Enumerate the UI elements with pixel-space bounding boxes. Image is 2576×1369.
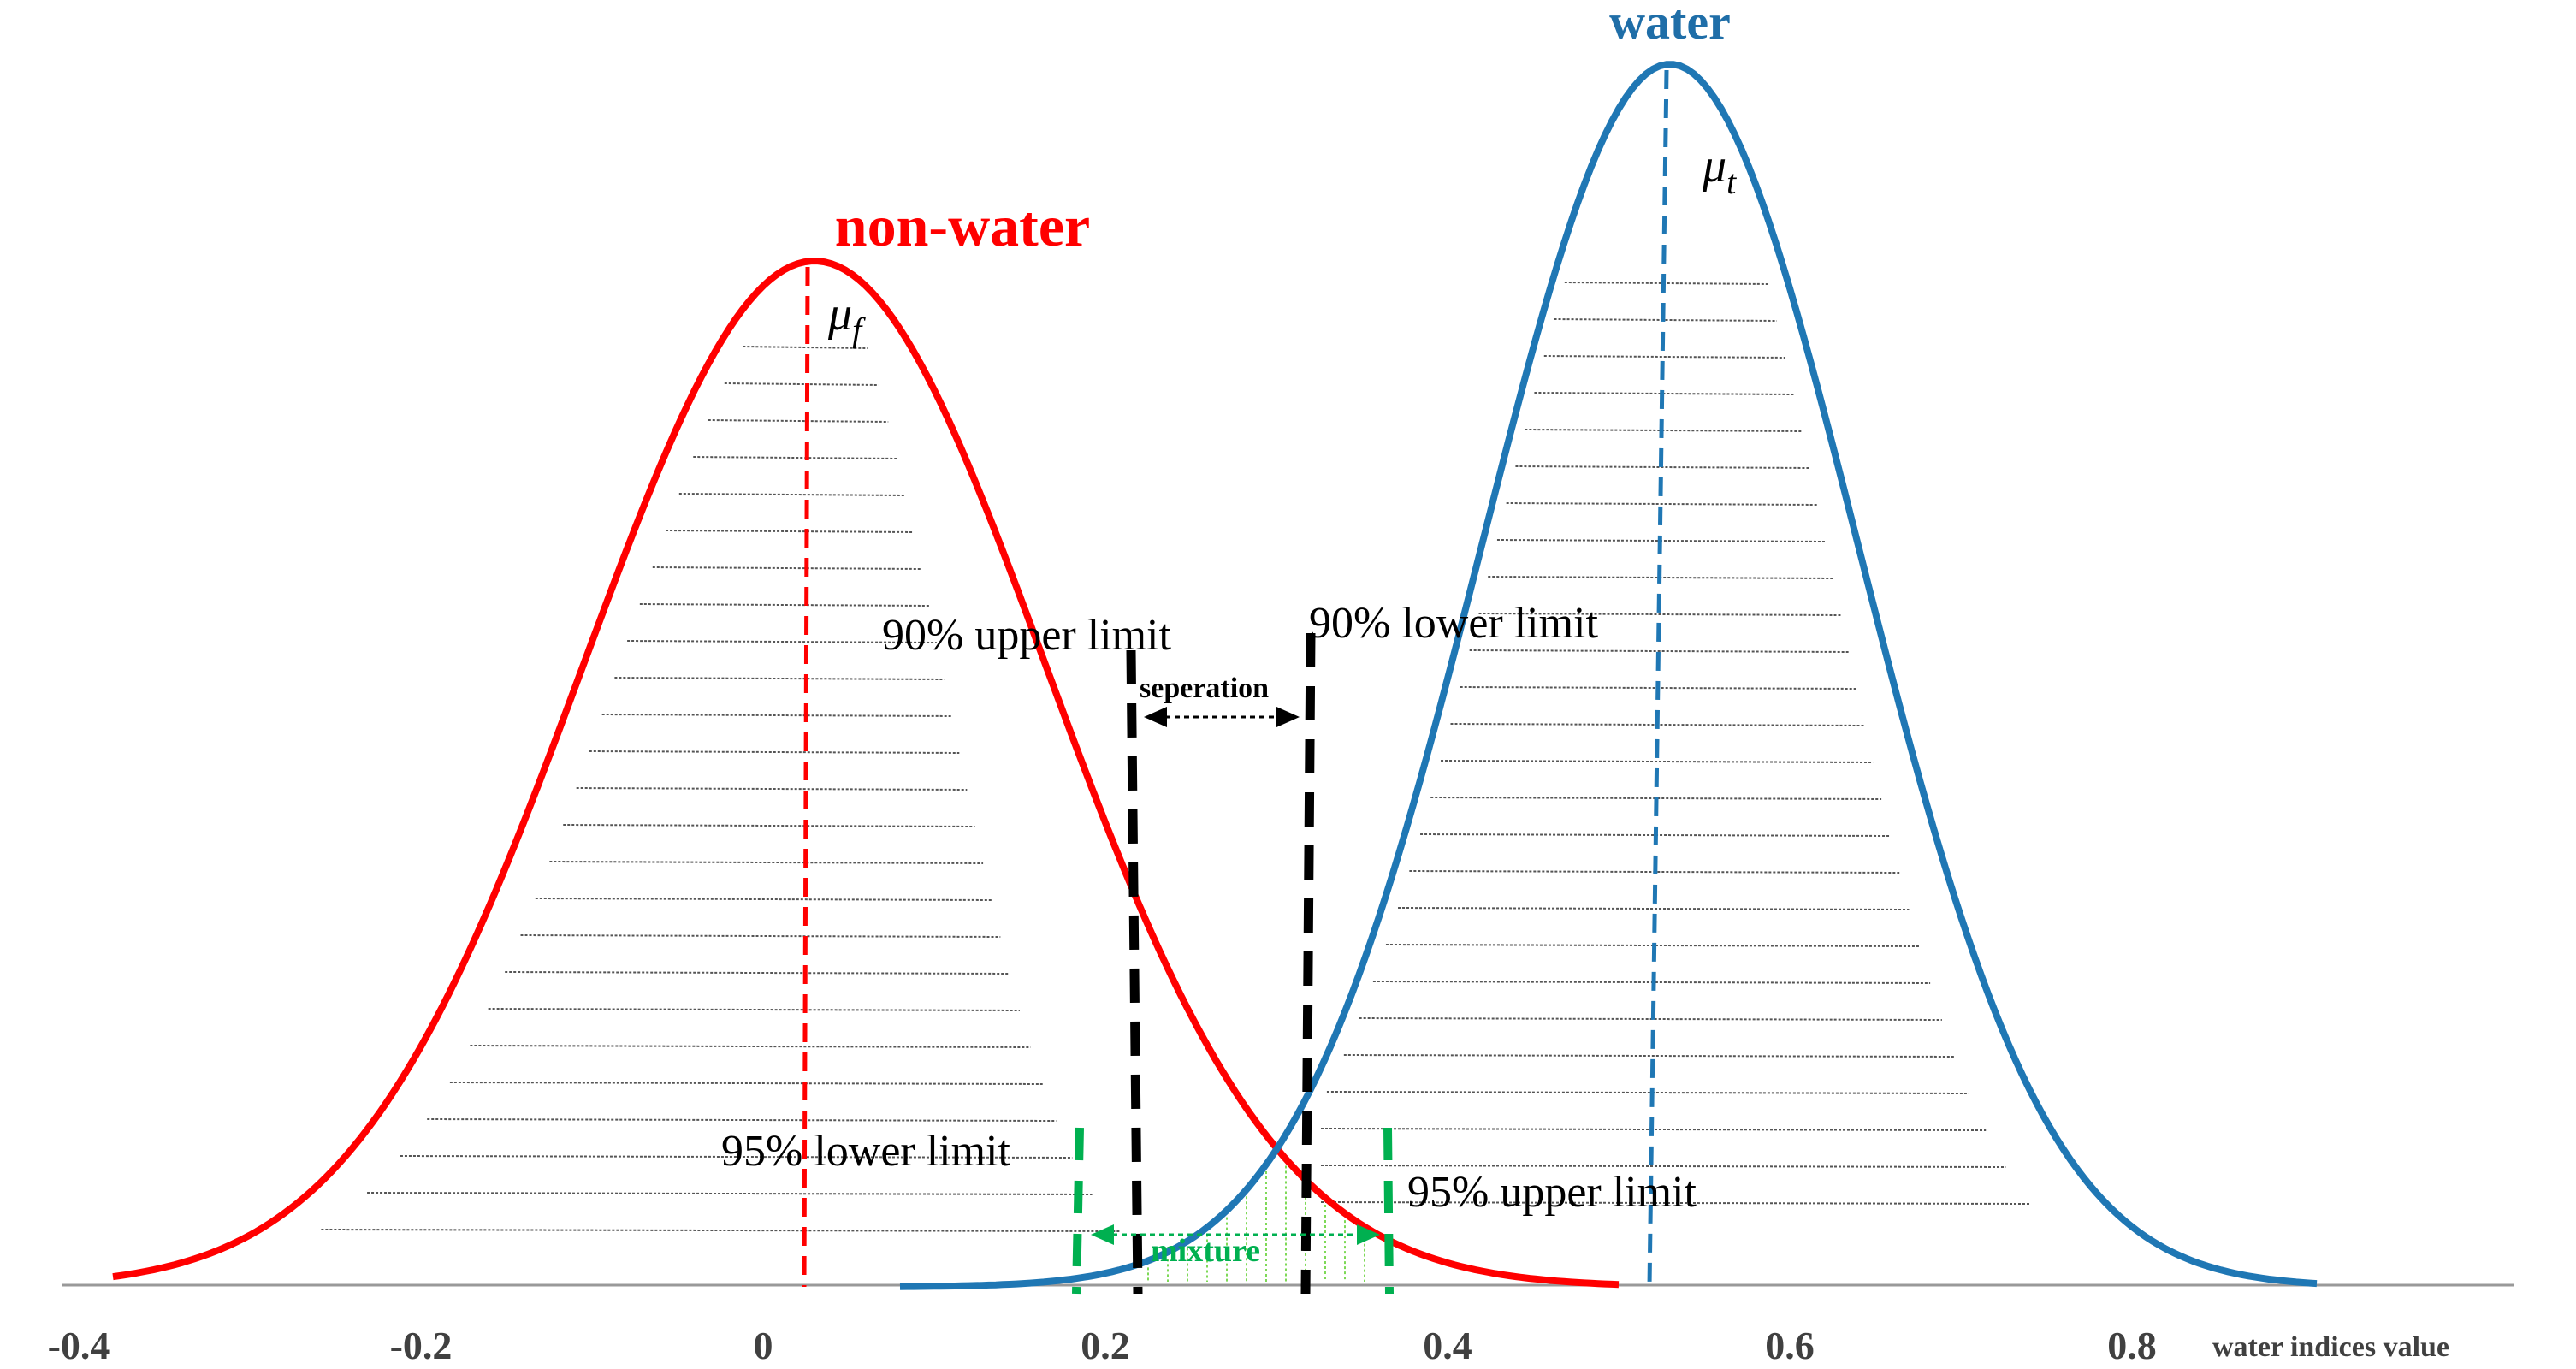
hatch-line: [724, 382, 879, 386]
lower-90-label: 90% lower limit: [1309, 599, 1599, 648]
hatch-line: [520, 934, 1001, 938]
hatch-line: [1326, 1091, 1969, 1094]
hatch-line: [1359, 1017, 1942, 1021]
separation-label: seperation: [1140, 673, 1269, 704]
hatch-line: [639, 603, 930, 607]
non-water-hatch: [321, 346, 1120, 1232]
x-tick-label: 0: [754, 1324, 773, 1367]
hatch-line: [1515, 465, 1810, 469]
hatch-line: [693, 456, 897, 459]
hatch-line: [1564, 282, 1768, 285]
hatch-line: [549, 861, 984, 864]
x-tick-label: -0.2: [390, 1324, 453, 1367]
hatch-line: [652, 566, 922, 570]
mu-f-label: μf: [827, 287, 866, 349]
hatch-line: [1506, 502, 1818, 506]
non-water-mean-line: [802, 266, 810, 1288]
x-tick-labels: -0.4 -0.2 0 0.2 0.4 0.6 0.8: [48, 1324, 2157, 1367]
x-tick-label: 0.2: [1081, 1324, 1130, 1367]
hatch-line: [576, 787, 968, 791]
lower-95-limit-line: [1072, 1127, 1084, 1295]
hatch-line: [1320, 1128, 1987, 1131]
hatch-line: [1420, 833, 1891, 837]
hatch-line: [400, 1155, 1073, 1159]
hatch-line: [1478, 613, 1841, 616]
hatch-line: [535, 898, 992, 901]
hatch-line: [1441, 760, 1874, 763]
hatch-line: [743, 346, 868, 349]
hatch-line: [1469, 649, 1849, 653]
lower-90-limit-line: [1300, 632, 1316, 1295]
x-tick-label: -0.4: [48, 1324, 110, 1367]
x-tick-label: 0.6: [1765, 1324, 1815, 1367]
hatch-line: [601, 714, 952, 717]
water-mean-line: [1647, 69, 1669, 1288]
hatch-line: [627, 640, 937, 643]
non-water-label: non-water: [835, 193, 1090, 258]
hatch-line: [1430, 797, 1882, 800]
mu-t-label: μt: [1702, 139, 1737, 201]
hatch-line: [666, 530, 914, 533]
hatch-line: [505, 971, 1010, 975]
x-tick-label: 0.8: [2107, 1324, 2157, 1367]
lower-95-label: 95% lower limit: [721, 1127, 1011, 1176]
hatch-line: [321, 1229, 1120, 1232]
upper-90-limit-line: [1126, 649, 1143, 1295]
hatch-line: [488, 1008, 1020, 1011]
hatch-line: [1554, 318, 1777, 322]
hatch-line: [678, 493, 906, 496]
hatch-line: [708, 419, 889, 423]
hatch-line: [1320, 1201, 2031, 1205]
hatch-line: [1343, 1054, 1955, 1058]
x-tick-label: 0.4: [1423, 1324, 1472, 1367]
hatch-line: [470, 1045, 1031, 1048]
hatch-line: [427, 1118, 1057, 1122]
hatch-line: [1543, 355, 1785, 359]
hatch-line: [449, 1082, 1043, 1085]
upper-90-label: 90% upper limit: [882, 611, 1172, 660]
x-axis-label: water indices value: [2212, 1331, 2449, 1363]
hatch-line: [1398, 907, 1910, 910]
hatch-line: [614, 677, 945, 680]
hatch-line: [589, 750, 960, 754]
water-curve: [899, 61, 2318, 1290]
upper-95-limit-line: [1383, 1127, 1394, 1295]
hatch-line: [1320, 1165, 2006, 1168]
mixture-label: mixture: [1151, 1233, 1260, 1269]
hatch-line: [563, 824, 975, 827]
upper-95-label: 95% upper limit: [1407, 1168, 1697, 1217]
hatch-line: [367, 1192, 1093, 1195]
water-label: water: [1609, 0, 1731, 50]
